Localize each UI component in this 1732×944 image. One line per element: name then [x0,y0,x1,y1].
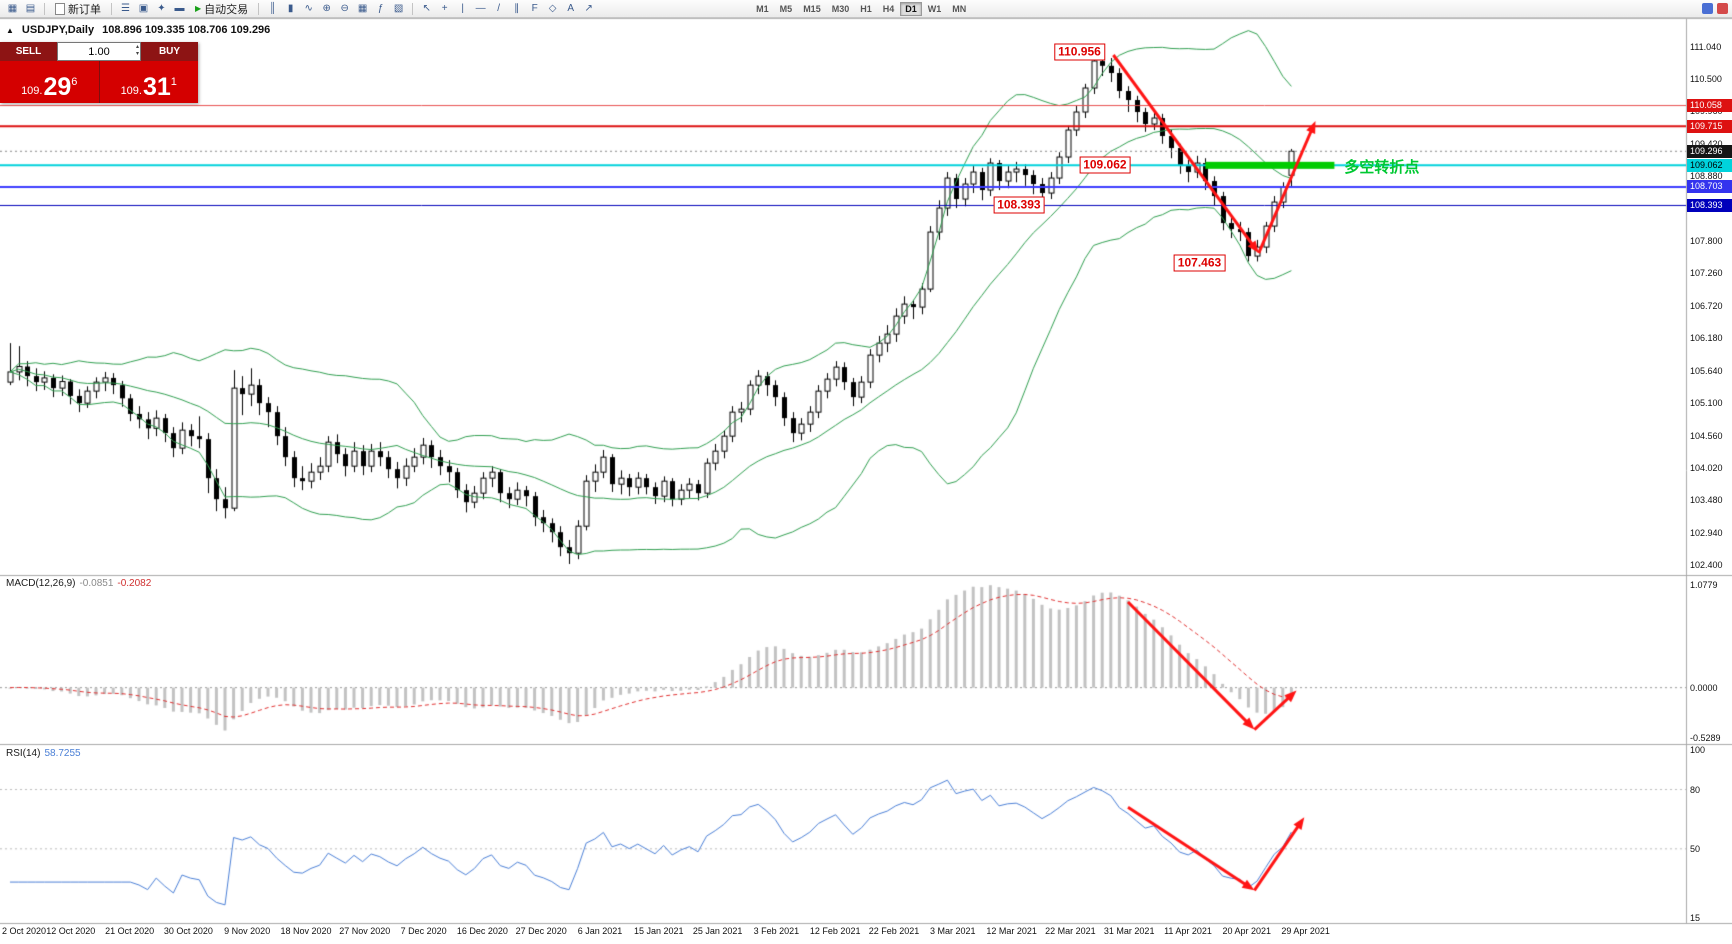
one-click-trading-panel: SELL 1.00 ▴ ▾ BUY 109. 29 6 109. 31 1 [0,42,198,103]
macd-signal-value: -0.2082 [117,578,152,589]
market-watch-icon[interactable]: ☰ [121,3,130,14]
shapes-icon[interactable]: ◇ [548,3,557,14]
timeframe-button-M5[interactable]: M5 [775,2,798,16]
turning-point-label[interactable]: 多空转折点 [1344,159,1420,177]
toolbar-mid-group: ☰ ▣ ✦ ▬ [117,2,188,16]
ohlc-readout: 108.896 109.335 108.706 109.296 [102,24,271,36]
crosshair-icon[interactable]: + [441,3,448,14]
cursor-icon[interactable]: ↖ [422,3,431,14]
arrow-icon[interactable]: ↗ [584,3,593,14]
toolbar-chart-group: ║ ▮ ∿ ⊕ ⊖ ▦ ƒ ▧ [264,2,407,16]
indicators-icon[interactable]: ƒ [377,3,384,14]
grid-icon[interactable]: ▦ [357,3,368,14]
text-icon[interactable]: A [567,3,574,14]
macd-main-value: -0.0851 [79,578,114,589]
timeframe-button-M1[interactable]: M1 [751,2,774,16]
timeframe-button-MN[interactable]: MN [947,2,971,16]
vertical-line-icon[interactable]: | [461,3,464,14]
trade-panel-header: SELL 1.00 ▴ ▾ BUY [0,42,198,61]
timeframe-button-H1[interactable]: H1 [855,2,877,16]
timeframe-group: M1 M5 M15 M30 H1 H4 D1 W1 MN [751,1,971,16]
fibonacci-icon[interactable]: F [531,3,538,14]
new-order-icon [55,2,65,15]
timeframe-button-M30[interactable]: M30 [827,2,855,16]
chart-profiles-icon[interactable]: ▤ [25,3,36,14]
rsi-label: RSI(14) [6,748,41,759]
rsi-value: 58.7255 [44,748,81,759]
toolbar-separator [111,2,112,15]
autotrading-label: 自动交易 [204,3,249,16]
toolbar-left-group: ▦ ▤ [4,2,39,16]
toolbar-right-group [1699,3,1728,14]
toolbar-tools-group: ↖ + | — / ∥ F ◇ A ↗ [418,2,597,16]
new-order-button[interactable]: 新订单 [50,1,106,16]
timeframe-button-H4[interactable]: H4 [878,2,900,16]
chart-header: ▲ USDJPY,Daily 108.896 109.335 108.706 1… [6,24,270,36]
sell-price-prefix: 109. [21,85,43,97]
horizontal-line-icon[interactable]: — [475,3,486,14]
community-icon[interactable] [1702,3,1713,14]
data-window-icon[interactable]: ▣ [138,3,149,14]
rsi-pane-title: RSI(14) 58.7255 [6,748,81,759]
trade-panel-prices: 109. 29 6 109. 31 1 [0,61,198,103]
templates-icon[interactable]: ▧ [393,3,404,14]
toolbar-separator [258,2,260,15]
live-update-icon[interactable] [1717,3,1728,14]
volume-input[interactable]: 1.00 ▴ ▾ [57,42,141,61]
sell-price[interactable]: 109. 29 6 [0,61,99,103]
channel-icon[interactable]: ∥ [514,3,520,14]
symbol-title: USDJPY,Daily [21,24,95,36]
navigator-icon[interactable]: ✦ [157,3,166,14]
zoom-out-icon[interactable]: ⊖ [340,3,349,14]
toolbar-separator [412,2,414,15]
timeframe-button-D1[interactable]: D1 [900,1,922,16]
buy-price[interactable]: 109. 31 1 [99,61,198,103]
toolbar-separator [44,2,45,15]
timeframe-button-W1[interactable]: W1 [923,2,947,16]
buy-price-big: 31 [142,73,171,101]
line-chart-icon[interactable]: ∿ [304,3,313,14]
toolbar: ▦ ▤ 新订单 ☰ ▣ ✦ ▬ ▶ 自动交易 ║ ▮ ∿ ⊕ ⊖ ▦ ƒ ▧ ↖ + | — / ∥ F ◇ A ↗ M… [0,0,1732,18]
sell-button[interactable]: SELL [0,42,57,61]
buy-price-prefix: 109. [120,85,142,97]
timeframe-button-M15[interactable]: M15 [798,2,826,16]
new-chart-icon[interactable]: ▦ [7,3,18,14]
macd-pane-title: MACD(12,26,9) -0.0851 -0.2082 [6,578,151,589]
new-order-label: 新订单 [68,3,101,16]
volume-value: 1.00 [88,45,110,58]
volume-stepper[interactable]: ▴ ▾ [135,44,139,57]
buy-button[interactable]: BUY [141,42,198,61]
terminal-icon[interactable]: ▬ [174,3,185,14]
candlestick-chart-icon[interactable]: ▮ [287,3,294,14]
autotrading-button[interactable]: ▶ 自动交易 [190,1,253,16]
trendline-icon[interactable]: / [497,3,501,14]
bar-chart-icon[interactable]: ║ [269,3,277,14]
macd-label: MACD(12,26,9) [6,578,76,589]
autotrading-play-icon: ▶ [195,4,202,13]
sell-price-pip: 6 [71,76,78,88]
buy-price-pip: 1 [170,76,177,88]
zoom-in-icon[interactable]: ⊕ [322,3,331,14]
sell-price-big: 29 [43,73,72,101]
collapse-triangle-icon[interactable]: ▲ [6,25,14,35]
